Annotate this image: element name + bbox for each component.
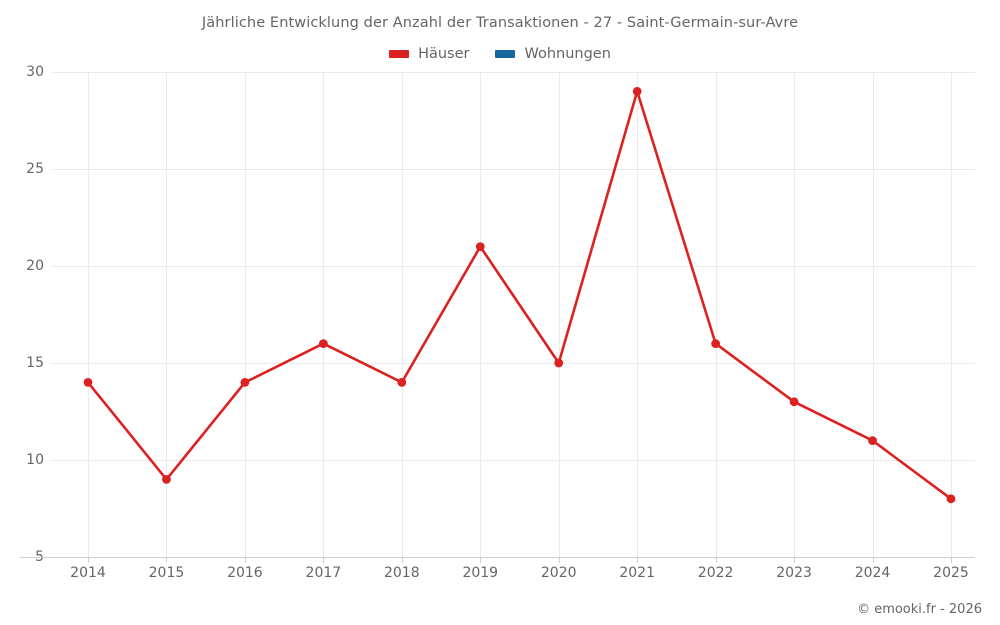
data-point-marker[interactable] xyxy=(83,378,93,387)
x-axis-tick-label: 2015 xyxy=(148,565,185,581)
x-axis-tick-mark xyxy=(951,557,952,563)
legend-swatch-icon xyxy=(495,50,516,58)
x-axis-tick-label: 2019 xyxy=(462,565,499,581)
gridline-vertical xyxy=(558,72,560,557)
gridline-horizontal xyxy=(52,266,975,267)
x-axis-tick-label: 2024 xyxy=(854,565,891,581)
x-axis-tick-mark xyxy=(637,557,639,563)
y-axis-tick-label: 15 xyxy=(26,355,44,371)
x-axis-tick-mark xyxy=(401,557,403,563)
footer-credit: © emooki.fr - 2026 xyxy=(857,602,982,617)
chart-legend: Häuser Wohnungen xyxy=(0,43,1000,65)
data-point-marker[interactable] xyxy=(789,397,799,407)
y-axis-tick-label: 10 xyxy=(26,452,44,468)
x-axis-tick-mark xyxy=(88,557,89,563)
x-axis-tick-label: 2025 xyxy=(933,565,969,581)
gridline-vertical xyxy=(88,72,89,557)
data-point-marker[interactable] xyxy=(240,378,250,387)
gridline-vertical xyxy=(637,72,639,557)
legend-item-hauser[interactable]: Häuser xyxy=(389,46,469,62)
x-axis-tick-label: 2018 xyxy=(383,565,420,581)
gridline-vertical xyxy=(794,72,796,557)
gridline-vertical xyxy=(166,72,168,557)
gridline-vertical xyxy=(244,72,246,557)
legend-item-label: Häuser xyxy=(418,46,470,62)
legend-swatch-icon xyxy=(389,50,410,58)
legend-item-label: Wohnungen xyxy=(524,46,611,62)
series-line-hauser xyxy=(86,90,953,501)
gridline-vertical xyxy=(715,72,717,557)
data-point-marker[interactable] xyxy=(868,436,877,445)
gridline-vertical xyxy=(480,72,482,557)
x-axis-tick-label: 2022 xyxy=(697,565,734,581)
x-axis-tick-label: 2016 xyxy=(227,565,263,581)
x-axis-tick-mark xyxy=(794,557,796,563)
gridline-vertical xyxy=(401,72,403,557)
data-point-marker[interactable] xyxy=(632,87,642,96)
x-axis-tick-mark xyxy=(872,557,874,563)
x-axis-tick-label: 2020 xyxy=(540,565,577,581)
x-axis-line xyxy=(20,557,975,558)
gridline-vertical xyxy=(323,72,325,557)
data-point-marker[interactable] xyxy=(554,358,564,368)
data-point-marker[interactable] xyxy=(946,494,956,504)
x-axis-tick-mark xyxy=(244,557,246,563)
legend-item-wohnungen[interactable]: Wohnungen xyxy=(495,46,611,62)
gridline-horizontal xyxy=(52,169,975,170)
data-point-marker[interactable] xyxy=(162,475,171,484)
data-point-marker[interactable] xyxy=(397,378,407,387)
data-point-marker[interactable] xyxy=(711,339,721,348)
gridline-horizontal xyxy=(52,72,975,73)
y-axis-tick-label: 25 xyxy=(26,161,44,177)
plot-area xyxy=(52,72,975,557)
gridline-vertical xyxy=(872,72,874,557)
x-axis-tick-label: 2017 xyxy=(305,565,342,581)
x-axis-tick-mark xyxy=(323,557,325,563)
x-axis-tick-label: 2021 xyxy=(619,565,655,581)
gridline-vertical xyxy=(951,72,952,557)
x-axis-tick-label: 2023 xyxy=(776,565,812,581)
gridline-horizontal xyxy=(52,363,975,364)
y-axis-tick-label: 20 xyxy=(26,258,44,274)
x-axis-tick-label: 2014 xyxy=(70,565,106,581)
data-point-marker[interactable] xyxy=(318,339,328,348)
y-axis-tick-label: 30 xyxy=(26,64,44,80)
gridline-horizontal xyxy=(52,460,975,461)
y-axis: 5 10 15 20 25 30 xyxy=(0,0,44,625)
x-axis-tick-mark xyxy=(166,557,168,563)
x-axis-tick-mark xyxy=(480,557,482,563)
data-point-marker[interactable] xyxy=(475,242,485,252)
x-axis-tick-mark xyxy=(715,557,717,563)
chart-title: Jährliche Entwicklung der Anzahl der Tra… xyxy=(201,15,799,31)
x-axis-tick-mark xyxy=(558,557,560,563)
